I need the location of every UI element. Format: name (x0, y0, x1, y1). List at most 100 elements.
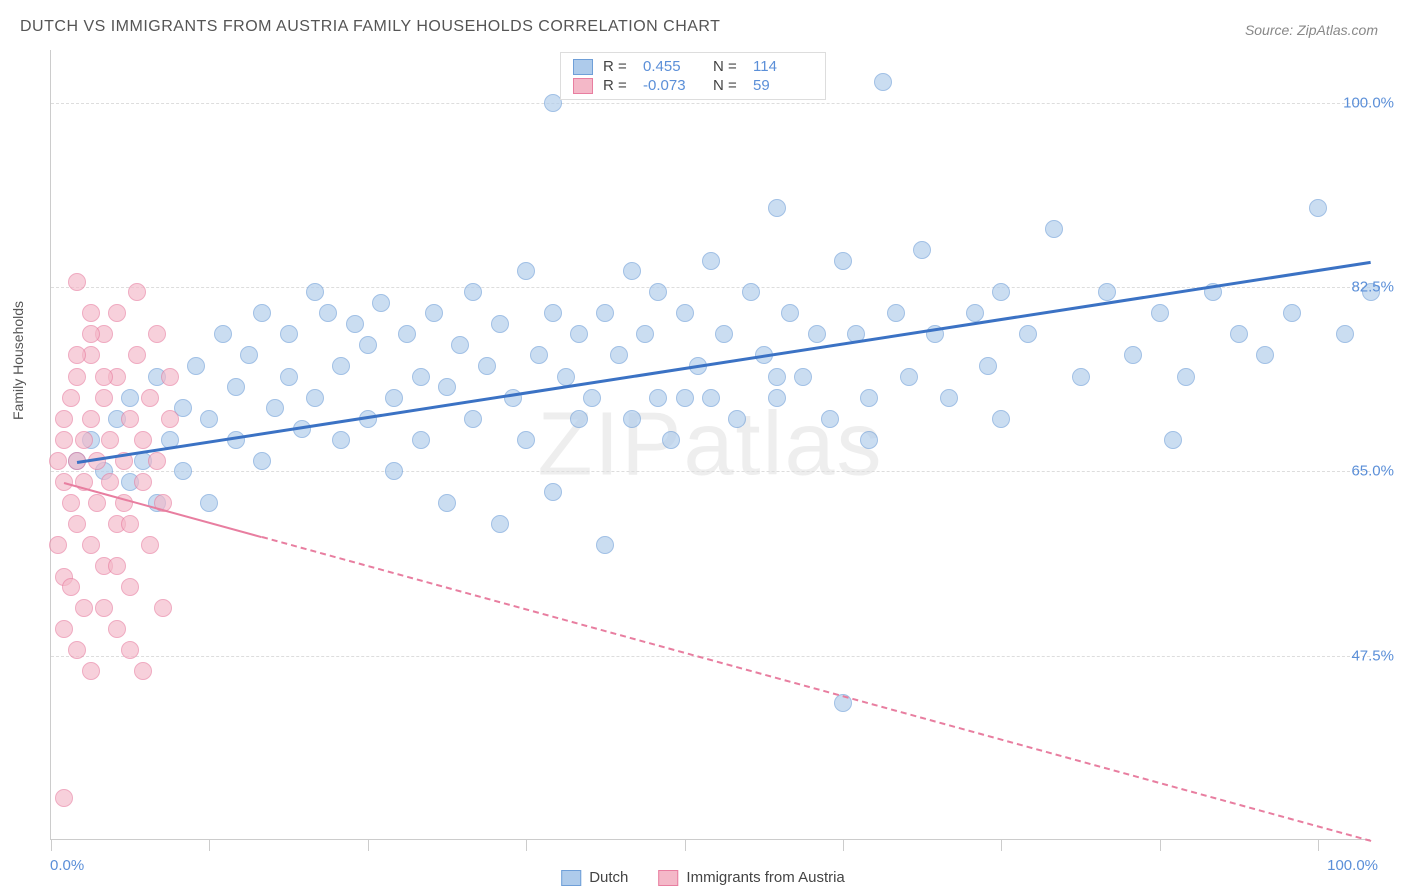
point-dutch (253, 304, 271, 322)
point-dutch (636, 325, 654, 343)
point-austria (121, 410, 139, 428)
point-austria (108, 620, 126, 638)
point-dutch (1256, 346, 1274, 364)
x-tick (843, 839, 844, 851)
point-dutch (544, 304, 562, 322)
watermark: ZIPatlas (537, 393, 883, 496)
y-tick-label: 82.5% (1351, 279, 1394, 296)
point-dutch (1309, 199, 1327, 217)
point-dutch (623, 410, 641, 428)
point-dutch (385, 389, 403, 407)
point-dutch (398, 325, 416, 343)
x-tick (685, 839, 686, 851)
point-dutch (332, 357, 350, 375)
point-dutch (1019, 325, 1037, 343)
point-dutch (385, 462, 403, 480)
point-dutch (1336, 325, 1354, 343)
r-value: 0.455 (643, 58, 703, 75)
point-dutch (517, 262, 535, 280)
point-dutch (821, 410, 839, 428)
point-dutch (781, 304, 799, 322)
x-tick (1318, 839, 1319, 851)
point-dutch (544, 94, 562, 112)
point-austria (68, 641, 86, 659)
point-dutch (596, 304, 614, 322)
point-dutch (834, 252, 852, 270)
point-dutch (1124, 346, 1142, 364)
point-austria (62, 389, 80, 407)
point-dutch (517, 431, 535, 449)
point-dutch (676, 304, 694, 322)
point-austria (82, 662, 100, 680)
point-austria (121, 515, 139, 533)
legend-swatch (573, 78, 593, 94)
point-dutch (900, 368, 918, 386)
point-dutch (860, 431, 878, 449)
stats-row: R =-0.073N =59 (573, 76, 813, 95)
x-tick (1160, 839, 1161, 851)
point-austria (75, 599, 93, 617)
x-tick (51, 839, 52, 851)
gridline (51, 287, 1370, 288)
point-austria (82, 325, 100, 343)
point-austria (134, 473, 152, 491)
legend-label: Dutch (589, 869, 628, 886)
point-dutch (715, 325, 733, 343)
point-dutch (728, 410, 746, 428)
point-austria (141, 536, 159, 554)
point-austria (108, 557, 126, 575)
point-austria (101, 431, 119, 449)
point-dutch (1283, 304, 1301, 322)
point-austria (68, 346, 86, 364)
point-austria (62, 494, 80, 512)
point-dutch (662, 431, 680, 449)
point-austria (101, 473, 119, 491)
y-tick-label: 100.0% (1343, 94, 1394, 111)
stats-legend: R =0.455N =114R =-0.073N =59 (560, 52, 826, 100)
stats-row: R =0.455N =114 (573, 57, 813, 76)
point-austria (95, 599, 113, 617)
point-dutch (557, 368, 575, 386)
point-austria (55, 620, 73, 638)
point-austria (62, 578, 80, 596)
x-tick (1001, 839, 1002, 851)
gridline (51, 103, 1370, 104)
legend-item: Dutch (561, 869, 628, 886)
point-dutch (412, 368, 430, 386)
point-dutch (478, 357, 496, 375)
point-dutch (227, 378, 245, 396)
legend-swatch (573, 59, 593, 75)
r-label: R = (603, 58, 633, 75)
point-dutch (570, 325, 588, 343)
gridline (51, 656, 1370, 657)
point-austria (161, 368, 179, 386)
point-dutch (570, 410, 588, 428)
point-austria (68, 368, 86, 386)
r-value: -0.073 (643, 77, 703, 94)
point-dutch (1230, 325, 1248, 343)
point-dutch (464, 410, 482, 428)
point-dutch (768, 199, 786, 217)
point-austria (82, 304, 100, 322)
source-attribution: Source: ZipAtlas.com (1245, 22, 1378, 38)
point-dutch (874, 73, 892, 91)
point-dutch (214, 325, 232, 343)
point-dutch (200, 494, 218, 512)
point-dutch (768, 368, 786, 386)
point-austria (49, 452, 67, 470)
x-max-label: 100.0% (1327, 857, 1378, 874)
x-tick (526, 839, 527, 851)
point-austria (82, 410, 100, 428)
point-austria (95, 368, 113, 386)
point-dutch (979, 357, 997, 375)
point-dutch (992, 283, 1010, 301)
point-dutch (372, 294, 390, 312)
point-austria (55, 431, 73, 449)
point-dutch (425, 304, 443, 322)
point-dutch (438, 494, 456, 512)
n-label: N = (713, 77, 743, 94)
y-axis-label: Family Households (10, 301, 26, 420)
r-label: R = (603, 77, 633, 94)
point-austria (154, 599, 172, 617)
point-dutch (676, 389, 694, 407)
